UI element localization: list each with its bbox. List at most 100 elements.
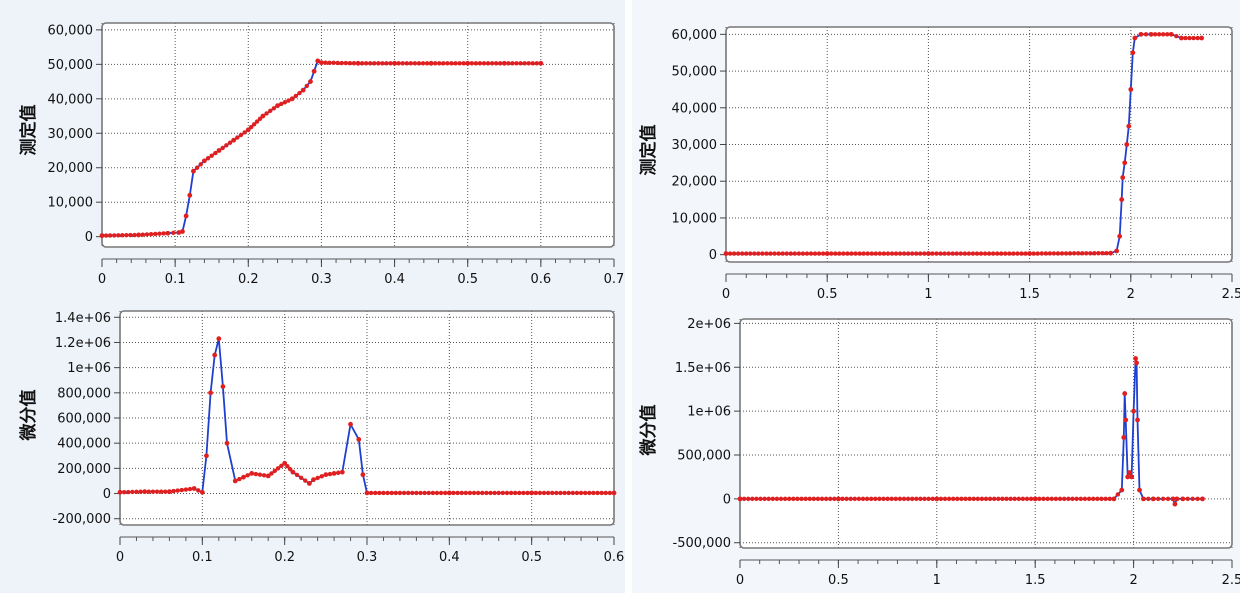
y-tick-label: 30,000 (672, 138, 718, 153)
data-point (260, 113, 266, 119)
data-point (279, 101, 284, 107)
data-point (410, 490, 415, 496)
data-point (1168, 31, 1174, 37)
data-point (453, 61, 458, 66)
data-point (856, 496, 862, 502)
data-point (412, 61, 418, 66)
data-point (885, 496, 890, 502)
data-point (286, 98, 291, 103)
data-point (530, 61, 535, 66)
data-point (459, 490, 464, 496)
data-point (1187, 35, 1192, 41)
data-point (587, 490, 592, 496)
data-point (331, 60, 336, 66)
data-point (739, 251, 745, 256)
data-point (992, 496, 997, 502)
data-point (279, 463, 284, 469)
data-point (837, 251, 842, 256)
data-point (389, 490, 394, 496)
data-point (449, 61, 454, 66)
data-point (471, 490, 477, 496)
data-point (1115, 492, 1121, 497)
data-point (795, 496, 800, 502)
data-point (758, 496, 763, 502)
data-point (1135, 417, 1140, 423)
data-point (1045, 496, 1050, 502)
data-point (926, 251, 931, 256)
data-point (335, 470, 341, 475)
data-point (138, 489, 143, 494)
data-point (1070, 496, 1075, 502)
data-point (995, 251, 1000, 256)
data-point (268, 108, 273, 114)
data-point (261, 473, 267, 478)
data-point (480, 490, 485, 496)
data-point (401, 490, 407, 496)
data-point (510, 61, 515, 66)
data-point (1004, 496, 1009, 502)
x-tick-label: 0.5 (457, 272, 478, 287)
data-point (128, 232, 133, 238)
data-point (1011, 251, 1016, 256)
data-point (202, 158, 207, 164)
data-point (231, 137, 237, 143)
data-point (832, 496, 837, 502)
data-point (914, 251, 919, 256)
data-point (282, 460, 288, 466)
x-tick-label: 1 (933, 573, 941, 588)
plot-frame (101, 22, 615, 248)
data-point (918, 496, 923, 502)
data-point (163, 489, 168, 494)
x-tick-label: 0.5 (521, 550, 542, 565)
data-point (574, 490, 580, 496)
data-point (253, 471, 259, 477)
data-point (381, 490, 386, 496)
data-point (1165, 32, 1170, 37)
data-point (966, 251, 972, 256)
data-point (978, 251, 984, 256)
data-point (434, 490, 440, 496)
data-point (397, 490, 403, 496)
data-point (272, 468, 277, 474)
data-point (232, 478, 238, 484)
data-point (982, 251, 988, 256)
data-point (873, 496, 878, 502)
data-point (364, 490, 370, 496)
data-point (249, 470, 255, 476)
data-point (967, 496, 972, 502)
y-tick-label: 1e+06 (67, 361, 111, 376)
data-point (1120, 175, 1126, 180)
data-point (1092, 251, 1097, 256)
data-point (1012, 496, 1017, 502)
data-point (869, 496, 874, 502)
data-point (493, 61, 499, 66)
data-point (922, 251, 927, 256)
data-point (461, 61, 466, 66)
data-point (611, 490, 617, 496)
data-point (351, 61, 357, 66)
data-point (764, 251, 769, 256)
data-point (804, 251, 810, 256)
x-tick-label: 0.2 (274, 550, 295, 565)
data-point (845, 251, 850, 256)
data-point (533, 490, 538, 496)
data-point (791, 496, 796, 502)
data-point (355, 60, 361, 66)
data-point (1099, 496, 1104, 502)
data-point (955, 496, 960, 502)
data-point (463, 490, 468, 496)
data-point (1138, 31, 1144, 37)
data-point (1096, 251, 1101, 256)
data-point (467, 490, 473, 496)
data-point (237, 476, 242, 482)
data-point (121, 489, 127, 495)
data-point (1055, 251, 1061, 256)
data-point (117, 489, 123, 495)
data-point (111, 233, 117, 238)
data-point (481, 61, 487, 66)
data-point (1127, 470, 1133, 475)
data-point (416, 61, 422, 66)
data-point (282, 100, 288, 105)
data-point (514, 61, 519, 66)
data-point (208, 390, 213, 396)
